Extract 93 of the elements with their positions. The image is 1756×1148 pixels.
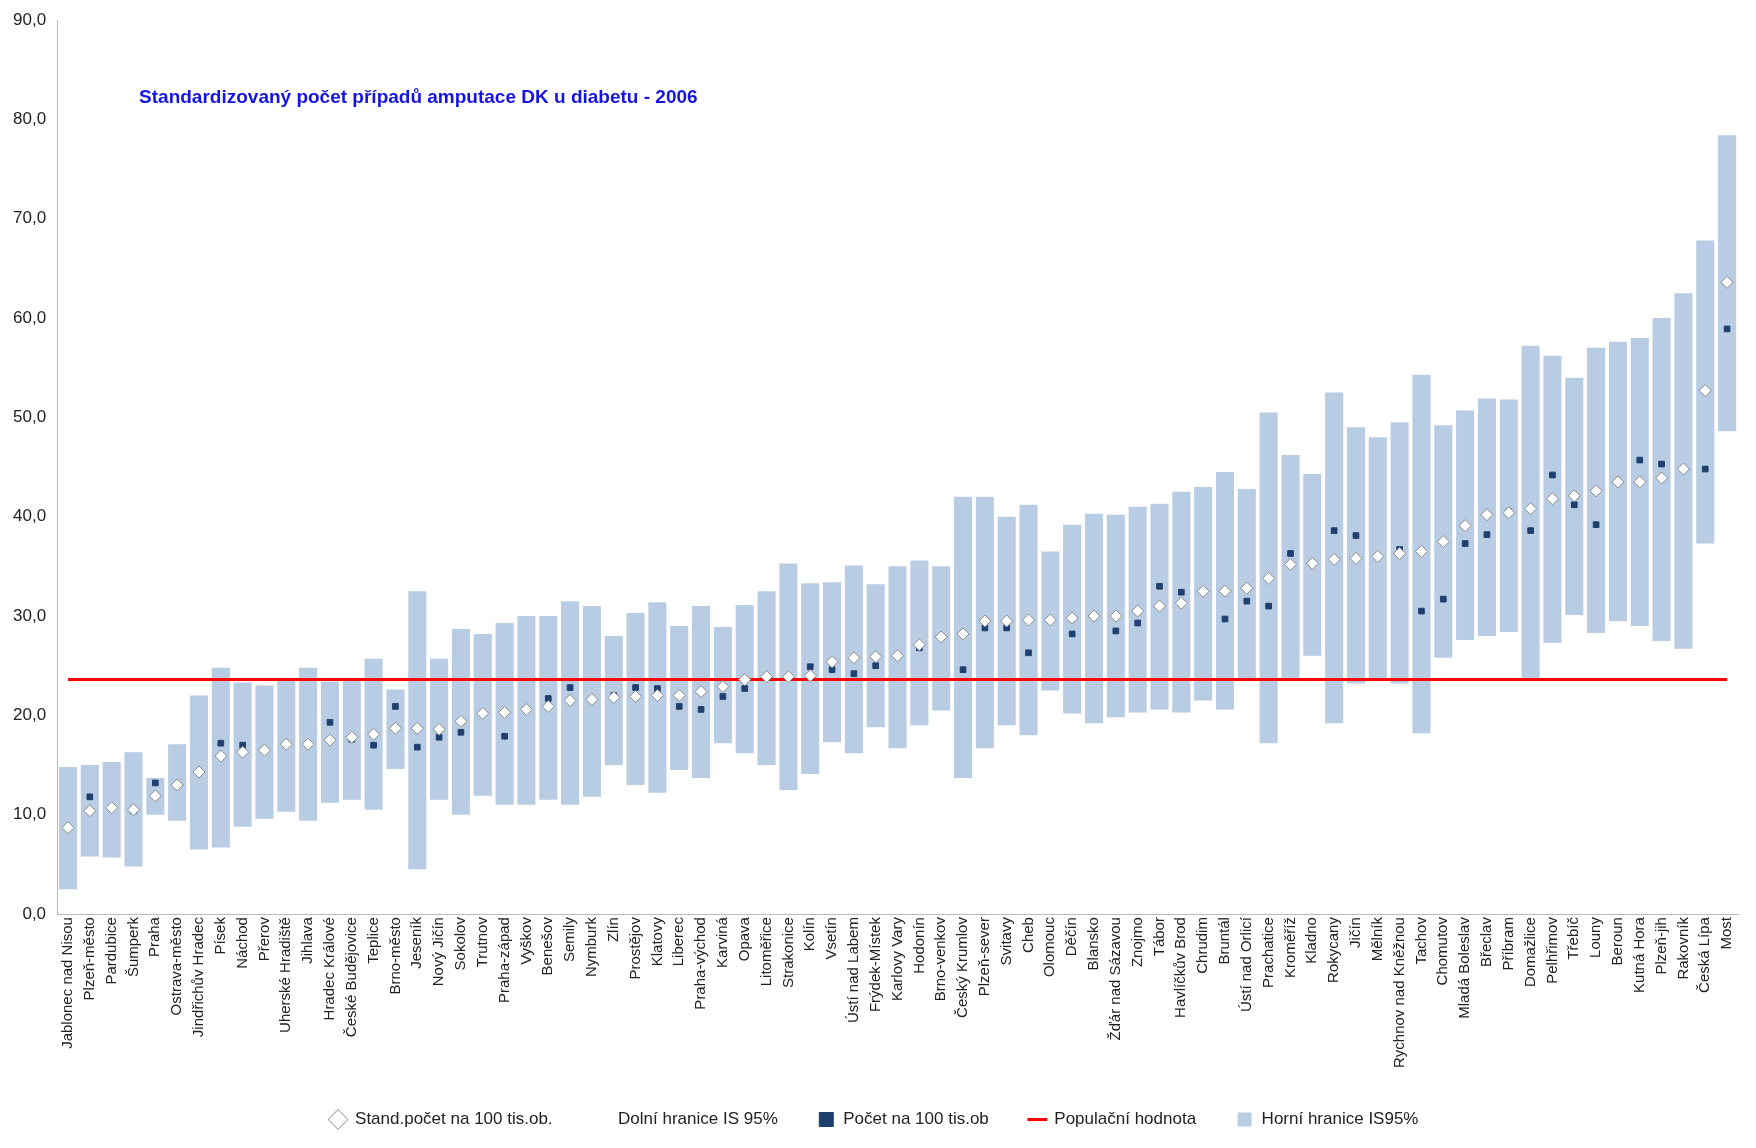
- x-tick-label: Kladno: [1302, 917, 1320, 964]
- x-tick-label: Pardubice: [101, 917, 119, 985]
- x-tick-label: Příbram: [1498, 917, 1516, 971]
- x-tick-label: Semily: [560, 916, 578, 963]
- x-tick-label: Tábor: [1149, 917, 1167, 957]
- y-tick-label: 60,0: [12, 307, 47, 327]
- x-tick-label: Chomutov: [1433, 916, 1451, 986]
- x-tick-label: Strakonice: [778, 917, 796, 988]
- x-tick-label: Jeseník: [407, 916, 425, 969]
- x-tick-label: Uherské Hradiště: [276, 917, 294, 1033]
- legend-label: Počet na 100 tis.ob: [843, 1109, 989, 1129]
- x-tick-label: Vyškov: [516, 916, 534, 965]
- x-tick-label: Opava: [734, 916, 752, 962]
- x-tick-label: Jablonec nad Nisou: [58, 917, 76, 1049]
- x-tick-label: Teplice: [363, 917, 381, 964]
- x-tick-label: Beroun: [1608, 917, 1626, 966]
- x-tick-label: Děčín: [1062, 917, 1080, 957]
- x-tick-label: Přerov: [254, 916, 272, 962]
- y-tick-label: 0,0: [22, 903, 47, 923]
- x-tick-label: Trutnov: [472, 916, 490, 968]
- x-tick-label: Svitavy: [996, 916, 1014, 966]
- x-tick-label: Mladá Boleslav: [1455, 916, 1473, 1019]
- x-tick-label: Frýdek-Místek: [865, 916, 883, 1013]
- x-tick-label: Rokycany: [1324, 916, 1342, 983]
- text: Standardizovaný počet případů amputace DK u diabetu - 2006: [139, 86, 698, 108]
- x-tick-label: Blansko: [1084, 917, 1102, 971]
- x-tick-label: Ústí nad Orlicí: [1236, 916, 1254, 1013]
- x-tick-label: Chrudim: [1193, 917, 1211, 974]
- x-tick-label: Cheb: [1018, 917, 1036, 953]
- x-tick-label: Praha-východ: [691, 917, 709, 1010]
- x-tick-label: Havlíčkův Brod: [1171, 917, 1189, 1018]
- legend-label: Stand.počet na 100 tis.ob.: [355, 1109, 553, 1129]
- x-tick-label: Plzeň-město: [79, 917, 97, 1001]
- x-tick-label: Náchod: [232, 917, 250, 969]
- x-tick-label: Ostrava-město: [167, 917, 185, 1016]
- x-tick-label: Benešov: [538, 916, 556, 976]
- x-tick-label: Kroměříž: [1280, 917, 1298, 978]
- x-tick-label: Litoměřice: [756, 917, 774, 987]
- x-tick-label: Pelhřimov: [1542, 916, 1560, 984]
- x-tick-label: Bruntál: [1215, 917, 1233, 965]
- x-tick-label: Žďár nad Sázavou: [1105, 917, 1123, 1041]
- x-tick-label: Kutná Hora: [1629, 916, 1647, 993]
- x-tick-label: Ústí nad Labem: [844, 917, 862, 1023]
- x-tick-label: Český Krumlov: [953, 916, 971, 1018]
- x-tick-label: Třebíč: [1564, 916, 1582, 960]
- x-tick-label: Plzeň-sever: [975, 917, 992, 997]
- x-tick-label: Louny: [1586, 916, 1604, 958]
- x-tick-label: Česká Lípa: [1695, 916, 1713, 993]
- x-tick-label: Most: [1717, 916, 1735, 950]
- x-tick-label: Rakovník: [1673, 916, 1691, 980]
- y-tick-label: 40,0: [12, 506, 47, 526]
- x-tick-label: Jihlava: [298, 916, 316, 964]
- x-tick-label: Vsetín: [822, 917, 840, 960]
- legend-label: Populační hodnota: [1054, 1109, 1197, 1129]
- x-tick-label: Olomouc: [1040, 916, 1058, 978]
- x-tick-label: Karlovy Vary: [887, 916, 905, 1001]
- x-tick-label: Kolín: [800, 917, 818, 952]
- x-tick-label: Praha-západ: [494, 917, 512, 1003]
- x-tick-label: Praha: [145, 916, 163, 958]
- x-tick-label: Klatovy: [647, 916, 665, 967]
- x-tick-label: Hodonín: [909, 917, 927, 974]
- x-tick-label: Karviná: [713, 916, 731, 968]
- x-tick-label: Zlín: [603, 917, 621, 943]
- y-tick-label: 10,0: [12, 804, 47, 824]
- x-tick-label: Plzeň-jih: [1651, 917, 1669, 975]
- y-tick-label: 50,0: [12, 407, 47, 427]
- y-tick-label: 30,0: [12, 605, 47, 625]
- x-tick-label: Brno-venkov: [931, 916, 949, 1002]
- x-tick-label: Sokolov: [451, 916, 469, 971]
- x-tick-label: Nymburk: [582, 916, 600, 978]
- x-tick-label: Jičín: [1346, 917, 1364, 948]
- x-tick-label: Rychnov nad Kněžnou: [1389, 917, 1407, 1068]
- x-tick-label: Mělník: [1367, 916, 1385, 962]
- x-tick-label: České Budějovice: [341, 917, 359, 1038]
- x-tick-label: Hradec Králové: [320, 917, 338, 1021]
- text: Dolní hranice IS 95%: [618, 1109, 778, 1129]
- x-tick-label: Brno-město: [385, 917, 403, 995]
- x-tick-label: Domažlice: [1520, 917, 1538, 988]
- x-tick-label: Nový Jičín: [429, 917, 447, 987]
- y-tick-label: 90,0: [12, 9, 47, 29]
- x-tick-label: Jindřichův Hradec: [189, 916, 207, 1038]
- legend-label: Horní hranice IS95%: [1261, 1109, 1419, 1129]
- x-tick-label: Liberec: [669, 916, 687, 967]
- x-tick-label: Šumperk: [123, 916, 141, 978]
- x-tick-label: Prostějov: [625, 916, 643, 980]
- y-tick-label: 20,0: [12, 705, 47, 725]
- x-tick-label: Tachov: [1411, 916, 1429, 965]
- x-tick-label: Prachatice: [1258, 917, 1276, 988]
- y-tick-label: 80,0: [12, 109, 47, 129]
- x-tick-label: Znojmo: [1127, 917, 1145, 968]
- y-tick-label: 70,0: [12, 208, 47, 228]
- x-tick-label: Písek: [210, 916, 228, 955]
- x-tick-label: Břeclav: [1477, 916, 1495, 968]
